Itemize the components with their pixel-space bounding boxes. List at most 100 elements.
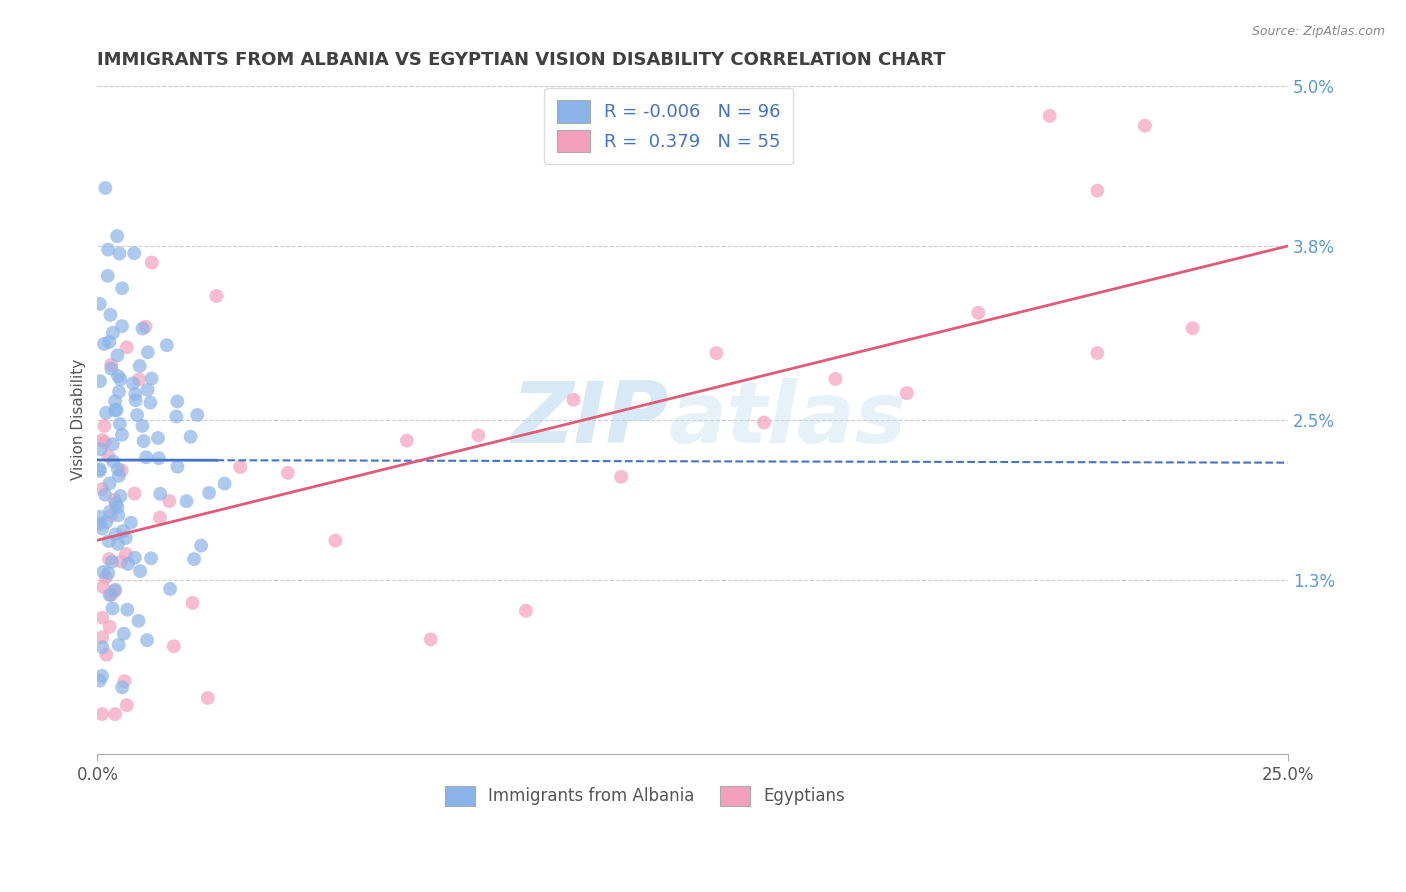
Point — [101, 437, 124, 451]
Point — [107, 638, 129, 652]
Point — [198, 486, 221, 500]
Point — [107, 348, 129, 362]
Point — [205, 289, 228, 303]
Point — [1181, 321, 1204, 335]
Point — [104, 497, 127, 511]
Text: Source: ZipAtlas.com: Source: ZipAtlas.com — [1251, 25, 1385, 38]
Point — [90, 442, 112, 457]
Point — [1133, 119, 1156, 133]
Point — [89, 673, 111, 688]
Point — [325, 533, 347, 548]
Point — [94, 406, 117, 420]
Point — [108, 417, 131, 431]
Point — [89, 374, 111, 388]
Point — [110, 489, 132, 503]
Point — [128, 372, 150, 386]
Point — [101, 601, 124, 615]
Point — [107, 508, 129, 522]
Point — [111, 427, 134, 442]
Point — [94, 181, 117, 195]
Point — [100, 588, 122, 602]
Point — [214, 476, 236, 491]
Point — [89, 509, 111, 524]
Point — [111, 681, 134, 695]
Point — [120, 516, 142, 530]
Point — [97, 449, 120, 463]
Point — [91, 631, 114, 645]
Point — [107, 500, 129, 514]
Point — [132, 434, 155, 449]
Point — [139, 551, 162, 566]
Point — [139, 395, 162, 409]
Point — [1085, 184, 1108, 198]
Point — [141, 371, 163, 385]
Point — [93, 337, 115, 351]
Point — [98, 334, 121, 349]
Point — [104, 582, 127, 597]
Point — [104, 527, 127, 541]
Point — [129, 564, 152, 578]
Point — [93, 565, 115, 579]
Point — [103, 454, 125, 468]
Point — [115, 547, 138, 561]
Point — [91, 640, 114, 655]
Point — [100, 358, 122, 372]
Point — [100, 308, 122, 322]
Point — [91, 482, 114, 496]
Point — [136, 383, 159, 397]
Point — [149, 487, 172, 501]
Point — [706, 346, 728, 360]
Point — [515, 604, 537, 618]
Point — [128, 359, 150, 373]
Point — [122, 376, 145, 391]
Point — [157, 494, 180, 508]
Point — [166, 459, 188, 474]
Point — [115, 340, 138, 354]
Point — [128, 614, 150, 628]
Point — [186, 408, 208, 422]
Point — [111, 319, 134, 334]
Point — [91, 433, 114, 447]
Point — [100, 508, 122, 523]
Point — [180, 430, 202, 444]
Point — [91, 610, 114, 624]
Point — [125, 408, 148, 422]
Point — [229, 459, 252, 474]
Point — [91, 580, 114, 594]
Point — [112, 626, 135, 640]
Point — [114, 531, 136, 545]
Point — [105, 229, 128, 244]
Point — [94, 570, 117, 584]
Point — [136, 633, 159, 648]
Point — [98, 476, 121, 491]
Point — [277, 466, 299, 480]
Point — [107, 369, 129, 384]
Point — [163, 640, 186, 654]
Point — [166, 394, 188, 409]
Point — [562, 392, 585, 407]
Point — [94, 435, 117, 450]
Point — [419, 632, 441, 647]
Point — [124, 486, 146, 500]
Point — [148, 451, 170, 466]
Point — [96, 515, 118, 529]
Point — [176, 494, 198, 508]
Point — [1039, 109, 1062, 123]
Point — [967, 306, 990, 320]
Point — [183, 552, 205, 566]
Point — [104, 394, 127, 409]
Y-axis label: Vision Disability: Vision Disability — [72, 359, 86, 481]
Point — [896, 386, 918, 401]
Point — [114, 674, 136, 689]
Point — [98, 505, 121, 519]
Point — [101, 555, 124, 569]
Point — [131, 321, 153, 335]
Point — [104, 492, 127, 507]
Point — [110, 555, 132, 569]
Point — [146, 431, 169, 445]
Point — [752, 416, 775, 430]
Point — [98, 588, 121, 602]
Point — [96, 648, 118, 662]
Point — [110, 372, 132, 386]
Point — [610, 470, 633, 484]
